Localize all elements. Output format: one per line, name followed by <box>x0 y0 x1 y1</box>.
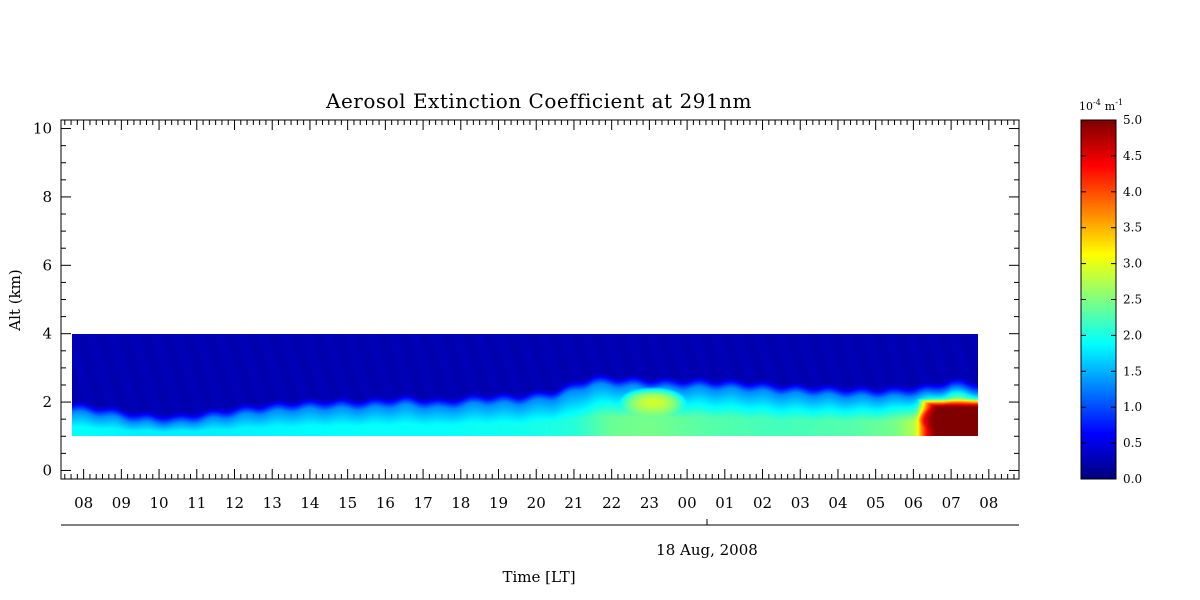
colorbar-gradient <box>1081 120 1116 479</box>
x-tick-label: 01 <box>715 494 734 512</box>
colorbar-tick-label: 0.5 <box>1123 436 1142 450</box>
y-tick-label: 0 <box>42 461 52 479</box>
x-tick-label: 19 <box>489 494 508 512</box>
colorbar-tick-label: 3.5 <box>1123 221 1142 235</box>
x-tick-label: 09 <box>112 494 131 512</box>
colorbar-tick-label: 2.0 <box>1123 328 1142 342</box>
x-tick-label: 18 <box>451 494 470 512</box>
colorbar-tick-label: 4.0 <box>1123 185 1142 199</box>
y-tick-label: 4 <box>42 325 52 343</box>
colorbar-tick-label: 4.5 <box>1123 149 1142 163</box>
y-axis: 0 2 4 6 8 10 <box>33 120 1019 479</box>
x-tick-label: 20 <box>527 494 546 512</box>
x-tick-label: 03 <box>791 494 810 512</box>
colorbar-tick-label: 1.5 <box>1123 364 1142 378</box>
x-tick-label: 00 <box>678 494 697 512</box>
x-tick-label: 22 <box>602 494 621 512</box>
x-tick-label: 10 <box>150 494 169 512</box>
colorbar-tick-label: 0.0 <box>1123 472 1142 486</box>
y-tick-label: 8 <box>42 188 52 206</box>
colorbar-unit: 10-4 m-1 <box>1079 98 1123 113</box>
x-tick-label: 06 <box>904 494 923 512</box>
x-tick-label: 04 <box>828 494 847 512</box>
x-tick-label: 11 <box>187 494 206 512</box>
x-tick-label: 13 <box>263 494 282 512</box>
y-axis-label: Alt (km) <box>6 269 24 331</box>
colorbar: 10-4 m-1 0.0 0.5 1.0 1.5 2.0 2.5 3.0 3.5 4.0 4.5 5.… <box>1079 98 1142 486</box>
x-tick-label: 02 <box>753 494 772 512</box>
chart-title: Aerosol Extinction Coefficient at 291nm <box>325 89 752 113</box>
heatmap-image <box>72 334 978 436</box>
y-tick-label: 10 <box>33 120 52 138</box>
y-tick-label: 2 <box>42 393 52 411</box>
colorbar-tick-label: 2.5 <box>1123 293 1142 307</box>
x-tick-label: 23 <box>640 494 659 512</box>
x-tick-label: 21 <box>564 494 583 512</box>
x-tick-label: 12 <box>225 494 244 512</box>
x-tick-label: 07 <box>942 494 961 512</box>
x-tick-label: 08 <box>979 494 998 512</box>
x-tick-label: 15 <box>338 494 357 512</box>
colorbar-tick-label: 1.0 <box>1123 400 1142 414</box>
plot-area <box>60 119 1020 480</box>
x-tick-label: 17 <box>414 494 433 512</box>
colorbar-tick-label: 5.0 <box>1123 113 1142 127</box>
colorbar-tick-label: 3.0 <box>1123 257 1142 271</box>
x-tick-label: 16 <box>376 494 395 512</box>
x-tick-label: 14 <box>300 494 319 512</box>
x-tick-label: 08 <box>74 494 93 512</box>
y-tick-label: 6 <box>42 256 52 274</box>
x-axis: 08 09 10 11 12 13 14 15 16 17 18 19 20 21 22 23 00 01 02 03… <box>64 120 1015 512</box>
x-axis-label: Time [LT] <box>502 568 575 586</box>
date-label: 18 Aug, 2008 <box>656 541 758 559</box>
x-tick-label: 05 <box>866 494 885 512</box>
